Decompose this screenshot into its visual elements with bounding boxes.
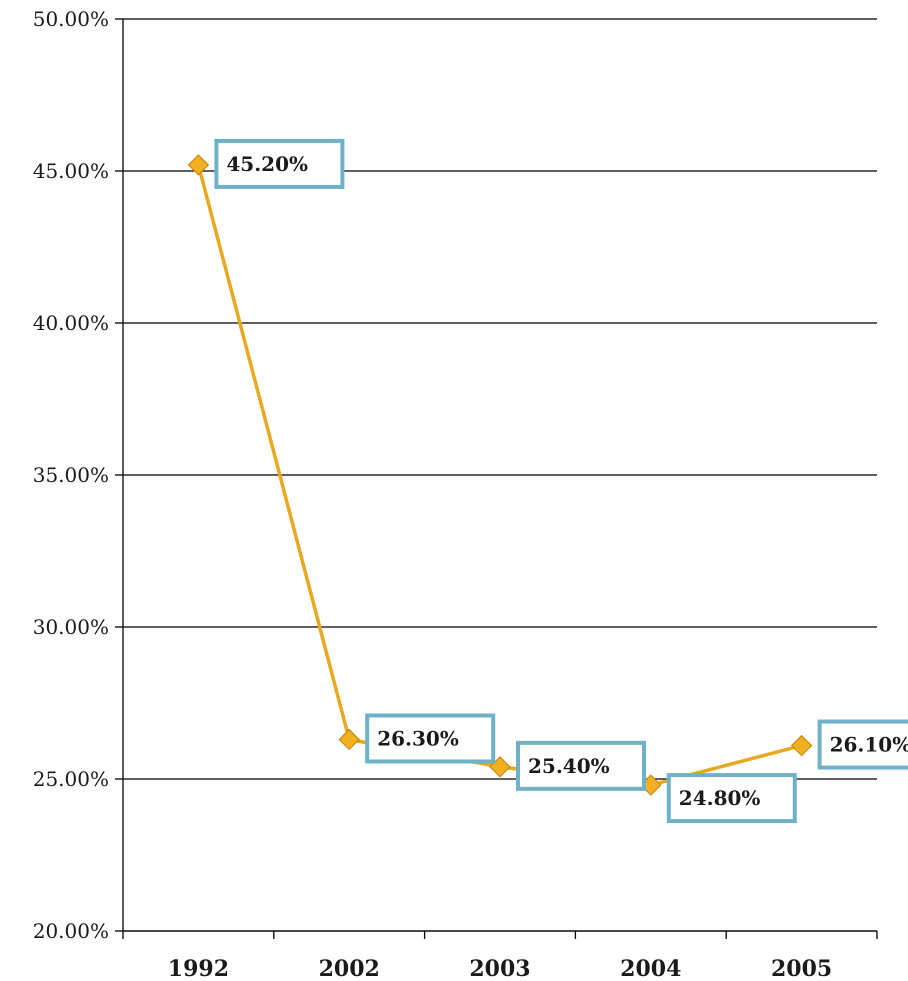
data-label-text: 24.80% bbox=[679, 786, 761, 810]
y-axis-tick-label: 20.00% bbox=[33, 919, 109, 943]
data-label-box bbox=[516, 740, 646, 791]
data-label-box bbox=[666, 773, 797, 824]
x-axis-tick-labels: 1992 2002 2003 2004 2005 bbox=[168, 956, 832, 981]
data-label: 26.10% bbox=[817, 719, 908, 770]
data-point-marker bbox=[187, 154, 210, 176]
data-point-marker bbox=[338, 728, 360, 751]
y-axis-tick-label: 40.00% bbox=[33, 311, 109, 335]
y-axis-tick-label: 35.00% bbox=[33, 463, 109, 487]
y-axis-tick-label: 50.00% bbox=[33, 7, 109, 31]
data-label: 26.30% bbox=[365, 713, 496, 764]
data-label: 24.80% bbox=[666, 773, 797, 824]
x-axis-tick-label: 2004 bbox=[620, 956, 681, 981]
x-axis-tick-label: 1992 bbox=[168, 956, 229, 981]
y-axis-tick-labels: 20.00% 25.00% 30.00% 35.00% 40.00% 45.00% 50.0… bbox=[33, 7, 109, 943]
data-label-box bbox=[214, 138, 345, 189]
y-axis-tick-label: 30.00% bbox=[33, 615, 109, 639]
data-point-marker bbox=[790, 734, 813, 757]
data-label-text: 26.10% bbox=[830, 733, 908, 757]
data-label: 45.20% bbox=[214, 138, 345, 189]
data-label-text: 45.20% bbox=[226, 152, 308, 176]
y-axis-tick-label: 25.00% bbox=[33, 767, 109, 791]
data-label-text: 26.30% bbox=[377, 726, 459, 750]
data-label-box bbox=[365, 713, 496, 764]
data-label: 25.40% bbox=[516, 740, 646, 791]
x-axis-tick-label: 2005 bbox=[771, 956, 832, 981]
data-label-text: 25.40% bbox=[528, 754, 610, 778]
y-axis-tick-label: 45.00% bbox=[33, 159, 109, 183]
data-label-box bbox=[817, 719, 908, 770]
data-labels: 45.20% 26.30% 25.40% 24.80% 26.10% bbox=[214, 138, 908, 824]
x-axis-tick-label: 2002 bbox=[319, 956, 380, 981]
axes bbox=[115, 18, 878, 939]
x-axis-tick-label: 2003 bbox=[469, 956, 530, 981]
